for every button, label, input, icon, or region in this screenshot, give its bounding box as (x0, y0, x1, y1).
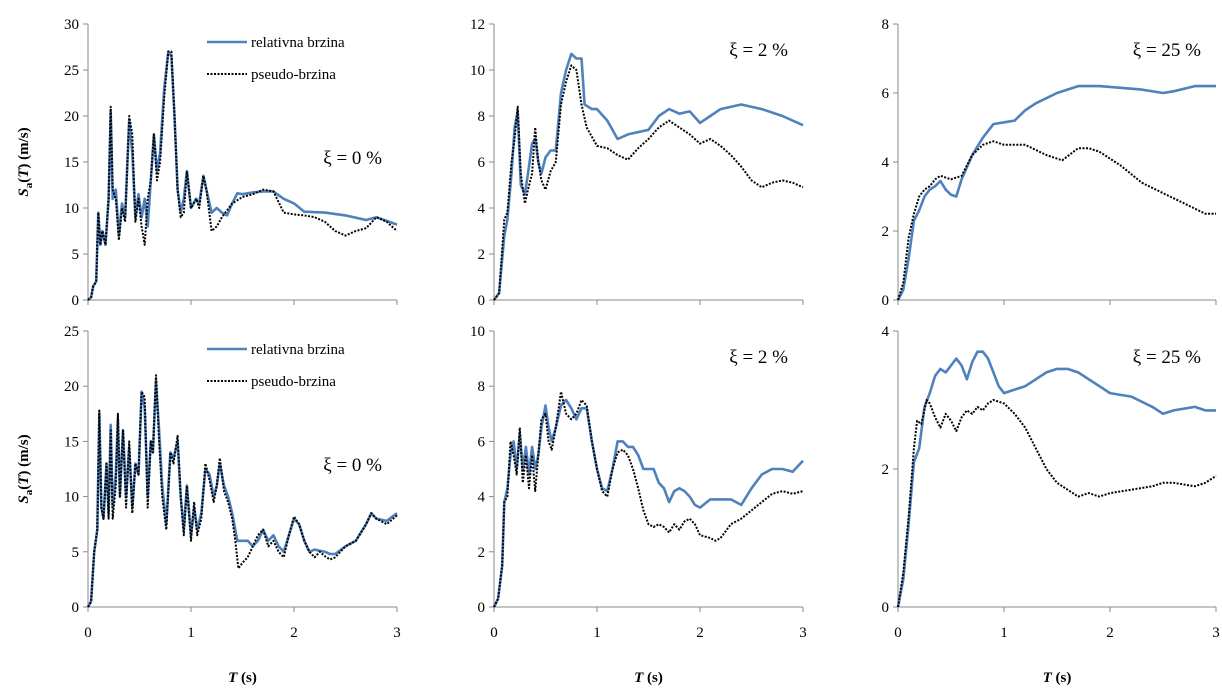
x-tick-label: 3 (393, 625, 401, 641)
y-tick-label: 30 (64, 17, 79, 33)
series-pseudo-brzina (493, 64, 804, 301)
series-relativna-brzina (896, 84, 1216, 301)
x-tick-label: 0 (894, 625, 902, 641)
panel-5: 0 2 4 6 8 10 0 1 2 3 ξ = 2 % T (s) (470, 324, 807, 686)
y-tick-label: 15 (64, 434, 79, 450)
series-pseudo-brzina (87, 374, 398, 608)
series-pseudo-brzina (897, 399, 1217, 608)
series-relativna-brzina (896, 350, 1216, 608)
legend-label: pseudo-brzina (251, 374, 336, 390)
legend-label: pseudo-brzina (251, 67, 336, 83)
series-pseudo-brzina (493, 390, 804, 608)
y-tick-label: 10 (64, 490, 79, 506)
x-tick-label: 1 (593, 625, 601, 641)
y-tick-label: 2 (882, 462, 890, 478)
series-pseudo-brzina (897, 140, 1216, 301)
y-tick-label: 4 (478, 201, 486, 217)
y-tick-label: 5 (72, 247, 80, 263)
y-tick-label: 6 (882, 86, 890, 102)
y-axis-label: Sa(T) (m/s) (16, 434, 35, 503)
panel-2: 0 2 4 6 8 10 12 ξ = 2 % (470, 17, 804, 309)
damping-annotation: ξ = 2 % (729, 40, 788, 61)
y-tick-label: 5 (72, 545, 80, 561)
y-tick-label: 2 (478, 545, 486, 561)
panel-6: 0 2 4 0 1 2 3 ξ = 25 % T (s) (882, 324, 1220, 686)
y-tick-label: 20 (64, 109, 79, 125)
y-tick-label: 10 (470, 324, 485, 340)
x-tick-label: 2 (1106, 625, 1114, 641)
y-tick-label: 4 (882, 155, 890, 171)
y-tick-label: 8 (882, 17, 890, 33)
series-relativna-brzina (492, 52, 804, 301)
y-tick-label: 15 (64, 155, 79, 171)
y-tick-label: 6 (478, 434, 486, 450)
y-tick-label: 8 (478, 379, 486, 395)
damping-annotation: ξ = 25 % (1133, 40, 1201, 61)
y-tick-label: 0 (478, 293, 486, 309)
y-tick-label: 2 (882, 224, 890, 240)
damping-annotation: ξ = 0 % (323, 455, 382, 476)
x-axis-label: T (s) (1043, 670, 1072, 686)
y-tick-label: 0 (882, 600, 890, 616)
x-axis-label: T (s) (228, 670, 257, 686)
y-tick-label: 4 (478, 490, 486, 506)
series-relativna-brzina (492, 398, 804, 608)
x-tick-label: 2 (696, 625, 704, 641)
y-tick-label: 6 (478, 155, 486, 171)
y-tick-label: 0 (72, 293, 80, 309)
legend-label: relativna brzina (251, 35, 345, 51)
y-tick-label: 20 (64, 379, 79, 395)
y-tick-label: 0 (882, 293, 890, 309)
x-tick-label: 3 (1212, 625, 1220, 641)
panel-1: 0 5 10 15 20 25 30 ξ = 0 % relativna brzina pseud… (16, 17, 398, 309)
damping-annotation: ξ = 2 % (729, 347, 788, 368)
y-tick-label: 12 (470, 17, 485, 33)
x-tick-label: 1 (1000, 625, 1008, 641)
y-tick-label: 10 (470, 63, 485, 79)
y-tick-label: 25 (64, 63, 79, 79)
y-tick-label: 2 (478, 247, 486, 263)
y-axis-label: Sa(T) (m/s) (16, 127, 35, 196)
series-pseudo-brzina (87, 50, 398, 301)
y-tick-label: 0 (478, 600, 486, 616)
x-tick-label: 0 (490, 625, 498, 641)
damping-annotation: ξ = 0 % (323, 148, 382, 169)
y-tick-label: 4 (882, 324, 890, 340)
legend-label: relativna brzina (251, 342, 345, 358)
y-tick-label: 8 (478, 109, 486, 125)
y-tick-label: 25 (64, 324, 79, 340)
panel-4: 0 5 10 15 20 25 0 1 2 3 ξ = 0 % relativna brzina pse… (16, 324, 401, 686)
damping-annotation: ξ = 25 % (1133, 347, 1201, 368)
panel-3: 0 2 4 6 8 ξ = 25 % (882, 17, 1217, 309)
y-tick-label: 10 (64, 201, 79, 217)
x-tick-label: 3 (799, 625, 807, 641)
x-tick-label: 1 (187, 625, 195, 641)
x-tick-label: 0 (84, 625, 92, 641)
x-axis-label: T (s) (634, 670, 663, 686)
x-tick-label: 2 (290, 625, 298, 641)
y-tick-label: 0 (72, 600, 80, 616)
